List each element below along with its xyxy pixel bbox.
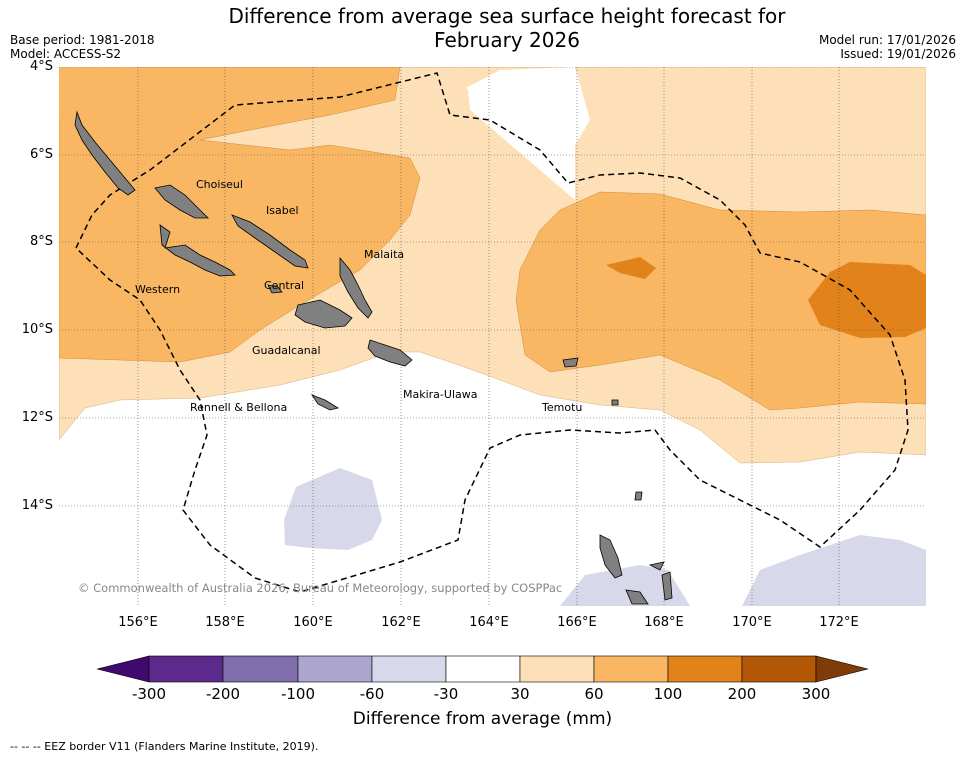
colorbar-tick-1: -200	[205, 685, 241, 703]
island-temotu-1	[562, 357, 579, 368]
label-temotu: Temotu	[541, 401, 582, 414]
colorbar-extend-low	[96, 655, 150, 683]
meta-right: Model run: 17/01/2026 Issued: 19/01/2026	[819, 33, 956, 61]
lat-label-12s: 12°S	[21, 410, 53, 425]
colorbar-tick-4: -30	[433, 685, 459, 703]
island-vanuatu-3	[648, 561, 665, 571]
lat-label-6s: 6°S	[29, 147, 53, 162]
label-western: Western	[135, 283, 180, 296]
colorbar-tick-0: -300	[131, 685, 167, 703]
island-vanuatu-2	[625, 589, 649, 605]
island-central-1	[267, 284, 283, 294]
title-line-2: February 2026	[434, 28, 580, 52]
base-period: Base period: 1981-2018	[10, 33, 155, 47]
colorbar-tick-9: 300	[801, 685, 831, 703]
colorbar-bin-7	[593, 655, 669, 683]
lon-label-156e: 156°E	[118, 615, 158, 630]
label-malaita: Malaita	[364, 248, 404, 261]
lon-label-168e: 168°E	[644, 615, 684, 630]
island-choiseul	[74, 110, 136, 196]
colorbar-extend-high	[815, 655, 869, 683]
islands	[74, 110, 673, 605]
lat-label-14s: 14°S	[21, 498, 53, 513]
contour-100-200-east	[808, 262, 926, 338]
copyright-text: © Commonwealth of Australia 2026, Bureau…	[78, 581, 562, 595]
colorbar-tick-5: 30	[510, 685, 530, 703]
model-run: Model run: 17/01/2026	[818, 33, 956, 47]
colorbar-title: Difference from average (mm)	[352, 709, 613, 729]
contour-60-100-west-b	[59, 67, 140, 120]
label-central: Central	[264, 279, 304, 292]
meta-left: Base period: 1981-2018 Model: ACCESS-S2	[10, 33, 155, 61]
island-vanuatu-4	[634, 491, 643, 501]
contour-60-100-east	[515, 191, 926, 411]
island-guadalcanal	[294, 299, 353, 329]
lat-label-4s: 4°S	[29, 59, 53, 74]
lon-label-164e: 164°E	[469, 615, 509, 630]
lon-label-170e: 170°E	[732, 615, 772, 630]
eez-footer-note: -- -- -- EEZ border V11 (Flanders Marine…	[10, 740, 319, 753]
colorbar-tick-3: -60	[359, 685, 385, 703]
colorbar-tick-6: 60	[584, 685, 604, 703]
contour-neg-southeast	[560, 565, 690, 606]
lat-label-10s: 10°S	[21, 322, 53, 337]
colorbar-tick-2: -100	[280, 685, 316, 703]
label-choiseul: Choiseul	[196, 178, 243, 191]
contour-100-200-small	[606, 257, 656, 279]
island-small-1	[611, 399, 619, 406]
colorbar-bin-3	[297, 655, 373, 683]
map-title: Difference from average sea surface heig…	[0, 4, 965, 52]
contour-neg-far-east	[742, 535, 926, 606]
colorbar-bin-6	[519, 655, 595, 683]
lon-label-158e: 158°E	[205, 615, 245, 630]
island-rennell	[310, 394, 340, 411]
contour-60-100-west	[59, 67, 421, 363]
island-newgeorgia	[159, 224, 236, 277]
issued-date: Issued: 19/01/2026	[840, 47, 956, 61]
label-makira: Makira-Ulawa	[403, 388, 477, 401]
island-malaita	[339, 256, 373, 319]
label-isabel: Isabel	[266, 204, 299, 217]
colorbar-tick-8: 200	[727, 685, 757, 703]
contour-neg-south	[284, 468, 382, 550]
colorbar-bin-9	[741, 655, 817, 683]
lon-label-172e: 172°E	[819, 615, 859, 630]
eez-border	[75, 72, 909, 593]
colorbar	[96, 655, 869, 683]
map-layers: Choiseul Isabel Malaita Western Central …	[59, 67, 926, 606]
island-makira	[367, 339, 413, 367]
island-isabel	[231, 214, 309, 269]
colorbar-bin-1	[148, 655, 224, 683]
island-vella	[154, 184, 209, 219]
colorbar-bin-8	[667, 655, 743, 683]
colorbar-bin-4	[371, 655, 447, 683]
colorbar-tick-7: 100	[653, 685, 683, 703]
lon-label-162e: 162°E	[381, 615, 421, 630]
lon-label-166e: 166°E	[557, 615, 597, 630]
label-guadalcanal: Guadalcanal	[252, 344, 321, 357]
model-name: Model: ACCESS-S2	[10, 47, 122, 61]
title-line-1: Difference from average sea surface heig…	[228, 4, 786, 28]
contour-white-top-2	[466, 67, 590, 170]
island-vanuatu-1	[599, 534, 623, 579]
colorbar-bin-5	[445, 655, 521, 683]
label-rennell: Rennell & Bellona	[190, 401, 287, 414]
island-vanuatu-5	[661, 571, 673, 601]
lon-label-160e: 160°E	[293, 615, 333, 630]
colorbar-bin-2	[222, 655, 299, 683]
lat-label-8s: 8°S	[29, 234, 53, 249]
